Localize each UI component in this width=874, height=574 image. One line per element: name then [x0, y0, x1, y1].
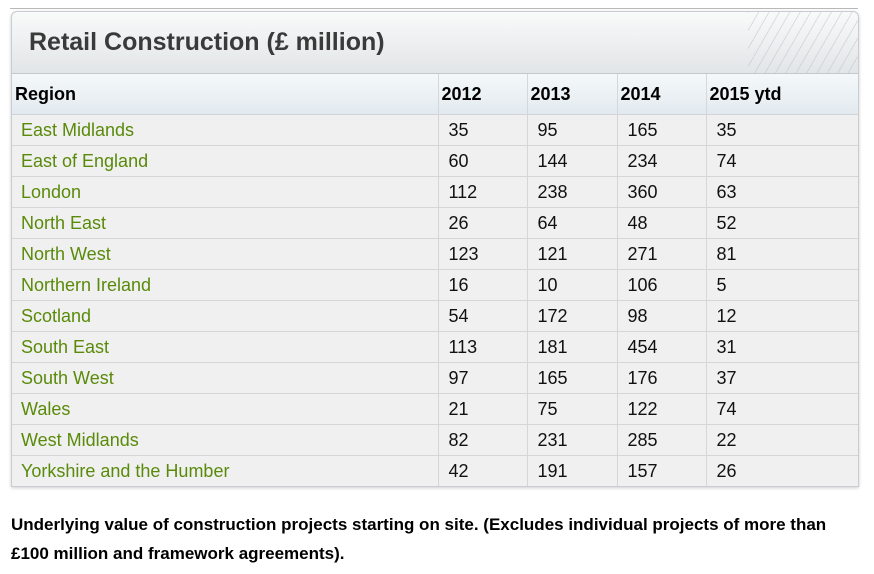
- region-link[interactable]: Wales: [12, 393, 439, 425]
- value-cell-2014: 165: [617, 114, 707, 146]
- column-header-2012: 2012: [438, 74, 528, 115]
- divider: [10, 8, 858, 9]
- value-cell-2015-ytd: 31: [706, 331, 858, 363]
- column-header-2013: 2013: [527, 74, 618, 115]
- region-link[interactable]: Scotland: [12, 300, 439, 332]
- region-link[interactable]: North East: [12, 207, 439, 239]
- retail-construction-panel: Retail Construction (£ million) Region 2…: [11, 11, 859, 487]
- value-cell-2015-ytd: 74: [706, 393, 858, 425]
- value-cell-2013: 165: [527, 362, 618, 394]
- value-cell-2013: 191: [527, 455, 618, 486]
- value-cell-2012: 42: [438, 455, 528, 486]
- region-link[interactable]: North West: [12, 238, 439, 270]
- region-link[interactable]: South West: [12, 362, 439, 394]
- value-cell-2015-ytd: 52: [706, 207, 858, 239]
- table-row: Northern Ireland 16 10 106 5: [12, 269, 858, 301]
- value-cell-2015-ytd: 74: [706, 145, 858, 177]
- value-cell-2013: 10: [527, 269, 618, 301]
- panel-title: Retail Construction (£ million): [29, 28, 385, 56]
- value-cell-2015-ytd: 35: [706, 114, 858, 146]
- data-table: Region 2012 2013 2014 2015 ytd East Midl…: [12, 74, 858, 486]
- table-row: Wales 21 75 122 74: [12, 393, 858, 425]
- table-row: London 112 238 360 63: [12, 176, 858, 208]
- value-cell-2015-ytd: 81: [706, 238, 858, 270]
- table-row: Scotland 54 172 98 12: [12, 300, 858, 332]
- value-cell-2015-ytd: 5: [706, 269, 858, 301]
- value-cell-2015-ytd: 22: [706, 424, 858, 456]
- table-row: North East 26 64 48 52: [12, 207, 858, 239]
- value-cell-2013: 121: [527, 238, 618, 270]
- value-cell-2013: 238: [527, 176, 618, 208]
- panel-header: Retail Construction (£ million): [12, 12, 858, 74]
- value-cell-2012: 21: [438, 393, 528, 425]
- region-link[interactable]: Northern Ireland: [12, 269, 439, 301]
- region-link[interactable]: East of England: [12, 145, 439, 177]
- value-cell-2013: 181: [527, 331, 618, 363]
- value-cell-2012: 82: [438, 424, 528, 456]
- column-header-2015-ytd: 2015 ytd: [706, 74, 858, 115]
- value-cell-2014: 98: [617, 300, 707, 332]
- value-cell-2013: 231: [527, 424, 618, 456]
- value-cell-2015-ytd: 63: [706, 176, 858, 208]
- value-cell-2014: 285: [617, 424, 707, 456]
- region-link[interactable]: West Midlands: [12, 424, 439, 456]
- value-cell-2015-ytd: 26: [706, 455, 858, 486]
- value-cell-2013: 95: [527, 114, 618, 146]
- value-cell-2014: 48: [617, 207, 707, 239]
- table-row: East of England 60 144 234 74: [12, 145, 858, 177]
- value-cell-2012: 35: [438, 114, 528, 146]
- column-header-2014: 2014: [617, 74, 707, 115]
- value-cell-2014: 157: [617, 455, 707, 486]
- value-cell-2014: 234: [617, 145, 707, 177]
- table-row: East Midlands 35 95 165 35: [12, 114, 858, 146]
- value-cell-2014: 454: [617, 331, 707, 363]
- value-cell-2015-ytd: 37: [706, 362, 858, 394]
- table-row: South East 113 181 454 31: [12, 331, 858, 363]
- value-cell-2013: 172: [527, 300, 618, 332]
- region-link[interactable]: South East: [12, 331, 439, 363]
- region-link[interactable]: Yorkshire and the Humber: [12, 455, 439, 486]
- value-cell-2012: 112: [438, 176, 528, 208]
- region-link[interactable]: London: [12, 176, 439, 208]
- value-cell-2014: 271: [617, 238, 707, 270]
- value-cell-2012: 60: [438, 145, 528, 177]
- value-cell-2012: 54: [438, 300, 528, 332]
- value-cell-2014: 176: [617, 362, 707, 394]
- table-row: North West 123 121 271 81: [12, 238, 858, 270]
- decorative-stripes: [748, 12, 858, 73]
- column-header-region: Region: [12, 74, 439, 115]
- value-cell-2012: 123: [438, 238, 528, 270]
- value-cell-2015-ytd: 12: [706, 300, 858, 332]
- table-row: Yorkshire and the Humber 42 191 157 26: [12, 455, 858, 486]
- value-cell-2013: 144: [527, 145, 618, 177]
- value-cell-2012: 97: [438, 362, 528, 394]
- table-row: West Midlands 82 231 285 22: [12, 424, 858, 456]
- footnote: Underlying value of construction project…: [11, 515, 827, 563]
- value-cell-2012: 26: [438, 207, 528, 239]
- table-header-row: Region 2012 2013 2014 2015 ytd: [12, 74, 858, 115]
- region-link[interactable]: East Midlands: [12, 114, 439, 146]
- value-cell-2013: 75: [527, 393, 618, 425]
- value-cell-2014: 106: [617, 269, 707, 301]
- value-cell-2012: 113: [438, 331, 528, 363]
- value-cell-2013: 64: [527, 207, 618, 239]
- table-row: South West 97 165 176 37: [12, 362, 858, 394]
- value-cell-2012: 16: [438, 269, 528, 301]
- value-cell-2014: 360: [617, 176, 707, 208]
- value-cell-2014: 122: [617, 393, 707, 425]
